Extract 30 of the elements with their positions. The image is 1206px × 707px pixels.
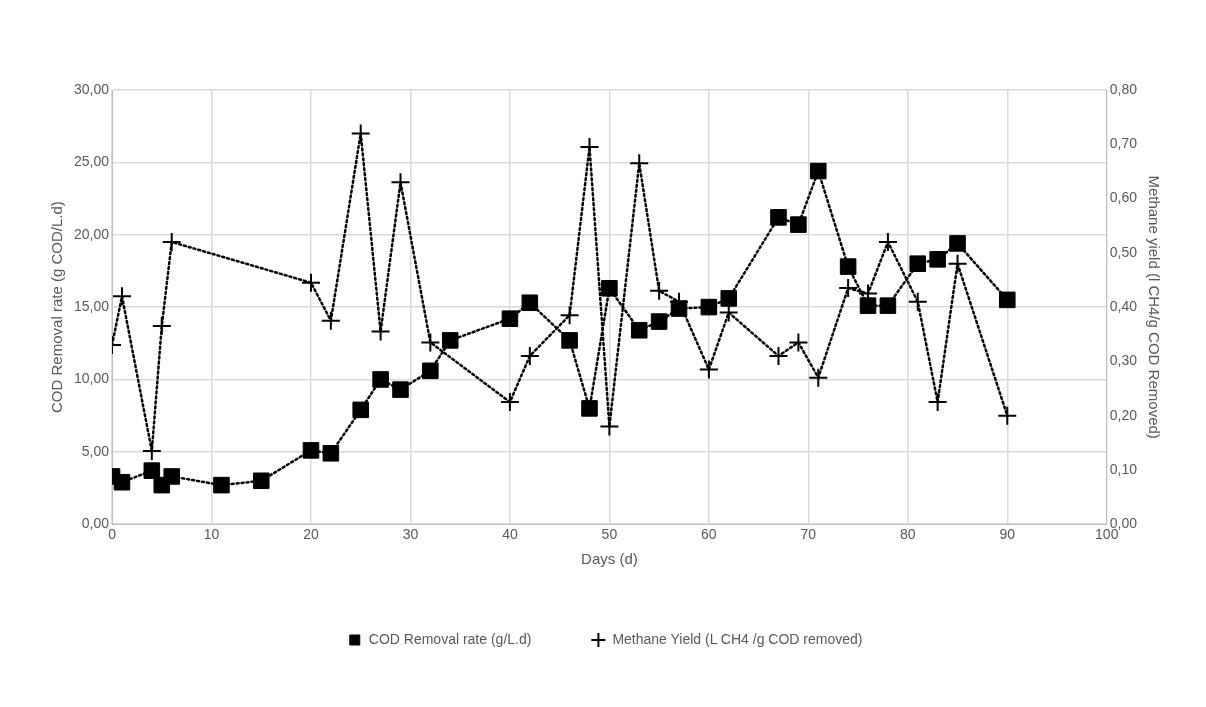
legend-label: Methane Yield (L CH4 /g COD removed) bbox=[612, 630, 863, 647]
x-tick-label: 20 bbox=[303, 526, 319, 543]
y-tick-label: 15,00 bbox=[73, 297, 110, 314]
x-tick-label: 90 bbox=[999, 526, 1016, 543]
x-tick-label: 30 bbox=[402, 526, 419, 543]
x-tick-label: 60 bbox=[701, 526, 717, 543]
y2-tick-label: 0,20 bbox=[1109, 406, 1138, 423]
x-tick-label: 10 bbox=[203, 526, 220, 543]
y-tick-label: 5,00 bbox=[81, 442, 110, 459]
y2-axis-title: Methane yield (l CH4/g COD Removed) bbox=[1145, 175, 1163, 439]
x-tick-label: 50 bbox=[601, 526, 618, 543]
y2-tick-label: 0,40 bbox=[1109, 297, 1138, 314]
y2-tick-label: 0,30 bbox=[1109, 352, 1138, 369]
y-tick-label: 30,00 bbox=[73, 80, 110, 97]
x-tick-label: 80 bbox=[900, 526, 916, 543]
x-tick-label: 40 bbox=[502, 526, 518, 543]
y-tick-label: 10,00 bbox=[73, 370, 110, 387]
y2-tick-label: 0,70 bbox=[1109, 135, 1138, 152]
x-axis-title: Days (d) bbox=[581, 550, 638, 568]
y-tick-label: 0,00 bbox=[81, 515, 110, 532]
x-tick-label: 70 bbox=[800, 526, 817, 543]
y-tick-label: 20,00 bbox=[73, 225, 110, 242]
y2-tick-label: 0,50 bbox=[1109, 243, 1138, 260]
y-tick-label: 25,00 bbox=[73, 153, 110, 170]
y2-tick-label: 0,80 bbox=[1109, 80, 1138, 97]
y2-tick-label: 0,60 bbox=[1109, 189, 1138, 206]
x-tick-label: 0 bbox=[108, 526, 117, 543]
y2-tick-label: 0,10 bbox=[1109, 460, 1138, 477]
legend-label: COD Removal rate (g/L.d) bbox=[368, 630, 532, 647]
y-axis-title: COD Removal rate (g COD/L.d) bbox=[48, 201, 66, 413]
